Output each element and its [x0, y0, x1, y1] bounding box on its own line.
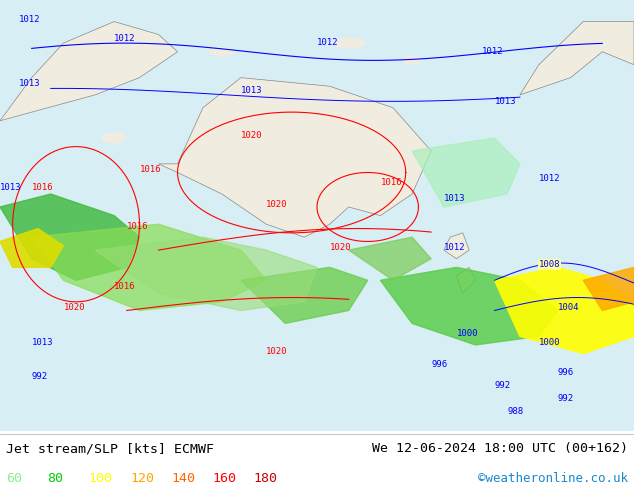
- Ellipse shape: [333, 38, 365, 49]
- Text: 1008: 1008: [539, 260, 560, 270]
- Text: 1013: 1013: [444, 194, 465, 202]
- Polygon shape: [520, 22, 634, 95]
- Polygon shape: [95, 237, 317, 311]
- Text: 1013: 1013: [241, 86, 262, 95]
- Text: 1016: 1016: [32, 183, 53, 192]
- Text: 160: 160: [212, 472, 236, 485]
- Text: 60: 60: [6, 472, 22, 485]
- Text: 1013: 1013: [32, 338, 53, 347]
- Text: 1020: 1020: [330, 243, 351, 252]
- Text: 1016: 1016: [114, 282, 136, 291]
- Text: 992: 992: [495, 381, 510, 390]
- Text: 1013: 1013: [19, 79, 41, 88]
- Text: 992: 992: [32, 372, 48, 381]
- Polygon shape: [456, 268, 476, 293]
- Text: Jet stream/SLP [kts] ECMWF: Jet stream/SLP [kts] ECMWF: [6, 442, 214, 455]
- Ellipse shape: [403, 56, 422, 65]
- Text: 1013: 1013: [0, 183, 22, 192]
- Polygon shape: [158, 77, 431, 237]
- Polygon shape: [412, 138, 520, 207]
- Polygon shape: [380, 268, 558, 345]
- Polygon shape: [0, 22, 178, 121]
- Polygon shape: [349, 237, 431, 280]
- Text: 1020: 1020: [63, 303, 85, 313]
- Text: 80: 80: [48, 472, 63, 485]
- Polygon shape: [0, 228, 63, 268]
- Text: 1012: 1012: [539, 174, 560, 183]
- Polygon shape: [241, 268, 368, 323]
- Text: 988: 988: [507, 407, 523, 416]
- Text: 1012: 1012: [444, 243, 465, 252]
- Text: 1004: 1004: [558, 303, 579, 313]
- Text: We 12-06-2024 18:00 UTC (00+162): We 12-06-2024 18:00 UTC (00+162): [372, 442, 628, 455]
- Ellipse shape: [209, 48, 235, 56]
- Text: 1012: 1012: [114, 34, 136, 43]
- Text: 1016: 1016: [380, 178, 402, 187]
- Text: 1000: 1000: [456, 329, 478, 338]
- Polygon shape: [444, 233, 469, 259]
- Text: 1000: 1000: [539, 338, 560, 347]
- Text: 1012: 1012: [317, 38, 339, 47]
- Text: 100: 100: [89, 472, 113, 485]
- Text: 1020: 1020: [266, 346, 288, 356]
- Text: 1016: 1016: [127, 221, 148, 230]
- Polygon shape: [583, 268, 634, 311]
- Ellipse shape: [101, 133, 127, 144]
- Text: 992: 992: [558, 394, 574, 403]
- Text: 1012: 1012: [19, 15, 41, 24]
- Text: 996: 996: [431, 360, 447, 368]
- Text: 120: 120: [130, 472, 154, 485]
- Text: 180: 180: [254, 472, 278, 485]
- Text: 1016: 1016: [139, 166, 161, 174]
- Text: 1020: 1020: [241, 131, 262, 140]
- Text: 996: 996: [558, 368, 574, 377]
- Text: 1013: 1013: [495, 98, 516, 106]
- Text: 140: 140: [171, 472, 195, 485]
- Text: 1020: 1020: [266, 200, 288, 209]
- Text: 1012: 1012: [482, 47, 503, 56]
- Polygon shape: [495, 268, 634, 354]
- Polygon shape: [32, 224, 266, 311]
- Polygon shape: [0, 194, 139, 280]
- Text: ©weatheronline.co.uk: ©weatheronline.co.uk: [477, 472, 628, 485]
